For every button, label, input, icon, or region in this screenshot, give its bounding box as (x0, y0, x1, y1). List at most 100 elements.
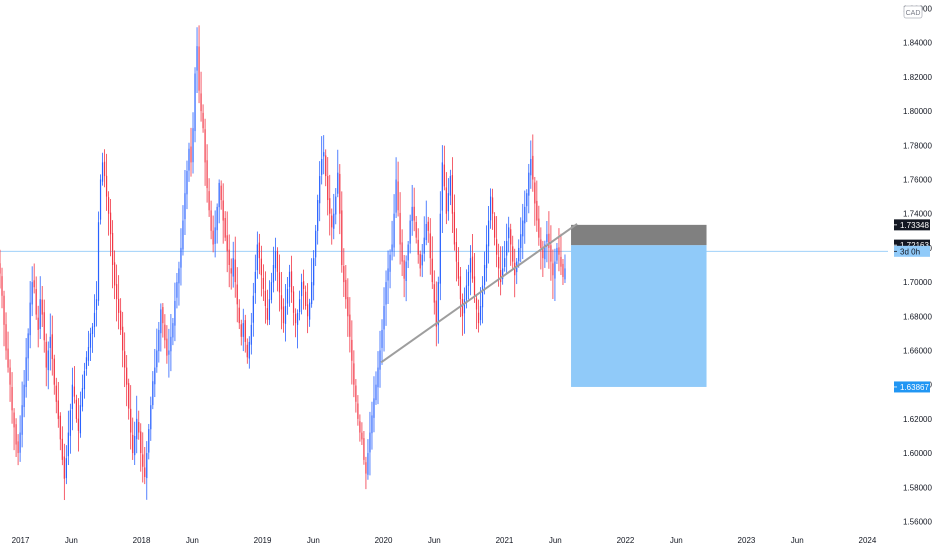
candle-body (274, 251, 277, 269)
candle-body (552, 263, 554, 276)
candle-body (309, 302, 311, 320)
price-label: 3d 0h (900, 247, 920, 256)
candle-body (218, 182, 220, 208)
price-tick-label: 1.84000 (903, 39, 932, 48)
currency-label: CAD (906, 10, 921, 17)
candle-body (431, 258, 433, 283)
candle-body (284, 306, 287, 324)
trendline[interactable] (380, 223, 578, 364)
stop-zone[interactable] (571, 224, 707, 246)
candle-body (532, 155, 534, 180)
candle-body (45, 341, 47, 368)
candle-body (268, 299, 271, 321)
candle-body (87, 347, 90, 361)
candle-body (65, 458, 67, 479)
price-axis[interactable] (888, 0, 932, 530)
candle-body (35, 289, 37, 315)
candle-body (152, 381, 154, 406)
time-tick-label: 2022 (617, 536, 635, 545)
candle-body (510, 229, 512, 245)
price-label-bg (894, 219, 930, 231)
candle-body (184, 193, 186, 220)
candle-body (3, 295, 5, 325)
candle-body (49, 336, 51, 349)
candle-body (230, 268, 232, 274)
candle-body (142, 454, 144, 467)
candle-body (83, 371, 86, 390)
candle-body (178, 268, 180, 284)
candle-body (512, 246, 514, 262)
candle-body (461, 298, 464, 317)
candle-body (423, 237, 425, 254)
candle-body (546, 234, 548, 242)
candle-body (542, 247, 544, 259)
candle-body (455, 242, 458, 262)
candle-body (550, 245, 552, 262)
candle-body (479, 306, 482, 321)
candle-body (500, 269, 502, 283)
candle-body (53, 358, 55, 385)
candle-body (355, 385, 357, 402)
candle-body (140, 431, 142, 454)
candle-body (234, 259, 236, 283)
candle-body (353, 363, 355, 385)
time-tick-label: 2018 (133, 536, 151, 545)
time-tick-label: 2024 (859, 536, 877, 545)
candle-body (445, 187, 447, 214)
candle-body (252, 295, 254, 323)
candle-body (146, 453, 148, 479)
candle-body (138, 422, 140, 433)
candle-body (379, 350, 381, 370)
price-label-bg (894, 239, 930, 251)
candle-body (298, 299, 301, 313)
candle-body (391, 244, 393, 252)
price-tick-label: 1.56000 (903, 517, 932, 526)
candle-body (504, 258, 506, 267)
candle-body (182, 220, 184, 250)
candle-body (158, 329, 160, 352)
candle-body (315, 230, 317, 258)
candle-body (154, 367, 156, 385)
candle-body (126, 367, 128, 385)
candle-body (540, 239, 542, 248)
candle-body (25, 357, 27, 388)
candle-body (200, 93, 202, 112)
candle-body (339, 173, 341, 214)
candle-body (186, 170, 188, 195)
candle-body (443, 164, 445, 187)
candle-body (296, 312, 299, 325)
candle-body (427, 221, 429, 231)
candle-body (37, 317, 39, 330)
candle-body (258, 242, 260, 259)
candle-body (331, 215, 333, 228)
candle-body (99, 179, 102, 220)
candle-body (27, 333, 29, 359)
candle-body (447, 193, 449, 212)
currency-badge[interactable] (903, 5, 923, 19)
candle-body (136, 418, 138, 440)
time-tick-label: 2017 (12, 536, 30, 545)
candle-body (481, 285, 484, 308)
candle-body (395, 179, 397, 213)
candle-body (264, 290, 267, 307)
candle-body (556, 247, 558, 261)
candle-body (105, 175, 108, 197)
candle-body (415, 221, 417, 238)
candle-body (0, 263, 1, 274)
candle-body (120, 310, 122, 330)
time-axis[interactable] (0, 530, 932, 550)
candle-body (494, 216, 496, 238)
candle-body (518, 247, 520, 262)
candle-body (5, 324, 7, 351)
candle-body (124, 351, 126, 368)
candle-body (389, 254, 391, 272)
candle-body (526, 193, 528, 207)
candle-body (9, 367, 11, 385)
candle-body (61, 438, 63, 460)
target-zone[interactable] (571, 245, 707, 387)
time-tick-label: Jun (791, 536, 804, 545)
candle-body (79, 405, 82, 434)
candle-body (294, 313, 297, 324)
